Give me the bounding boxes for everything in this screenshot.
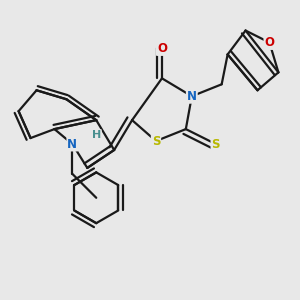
Text: N: N <box>68 137 77 151</box>
Text: S: S <box>212 137 220 151</box>
Text: O: O <box>264 36 274 49</box>
Text: H: H <box>92 130 101 140</box>
Text: O: O <box>157 42 167 55</box>
Text: S: S <box>152 134 160 148</box>
Text: N: N <box>187 90 197 103</box>
